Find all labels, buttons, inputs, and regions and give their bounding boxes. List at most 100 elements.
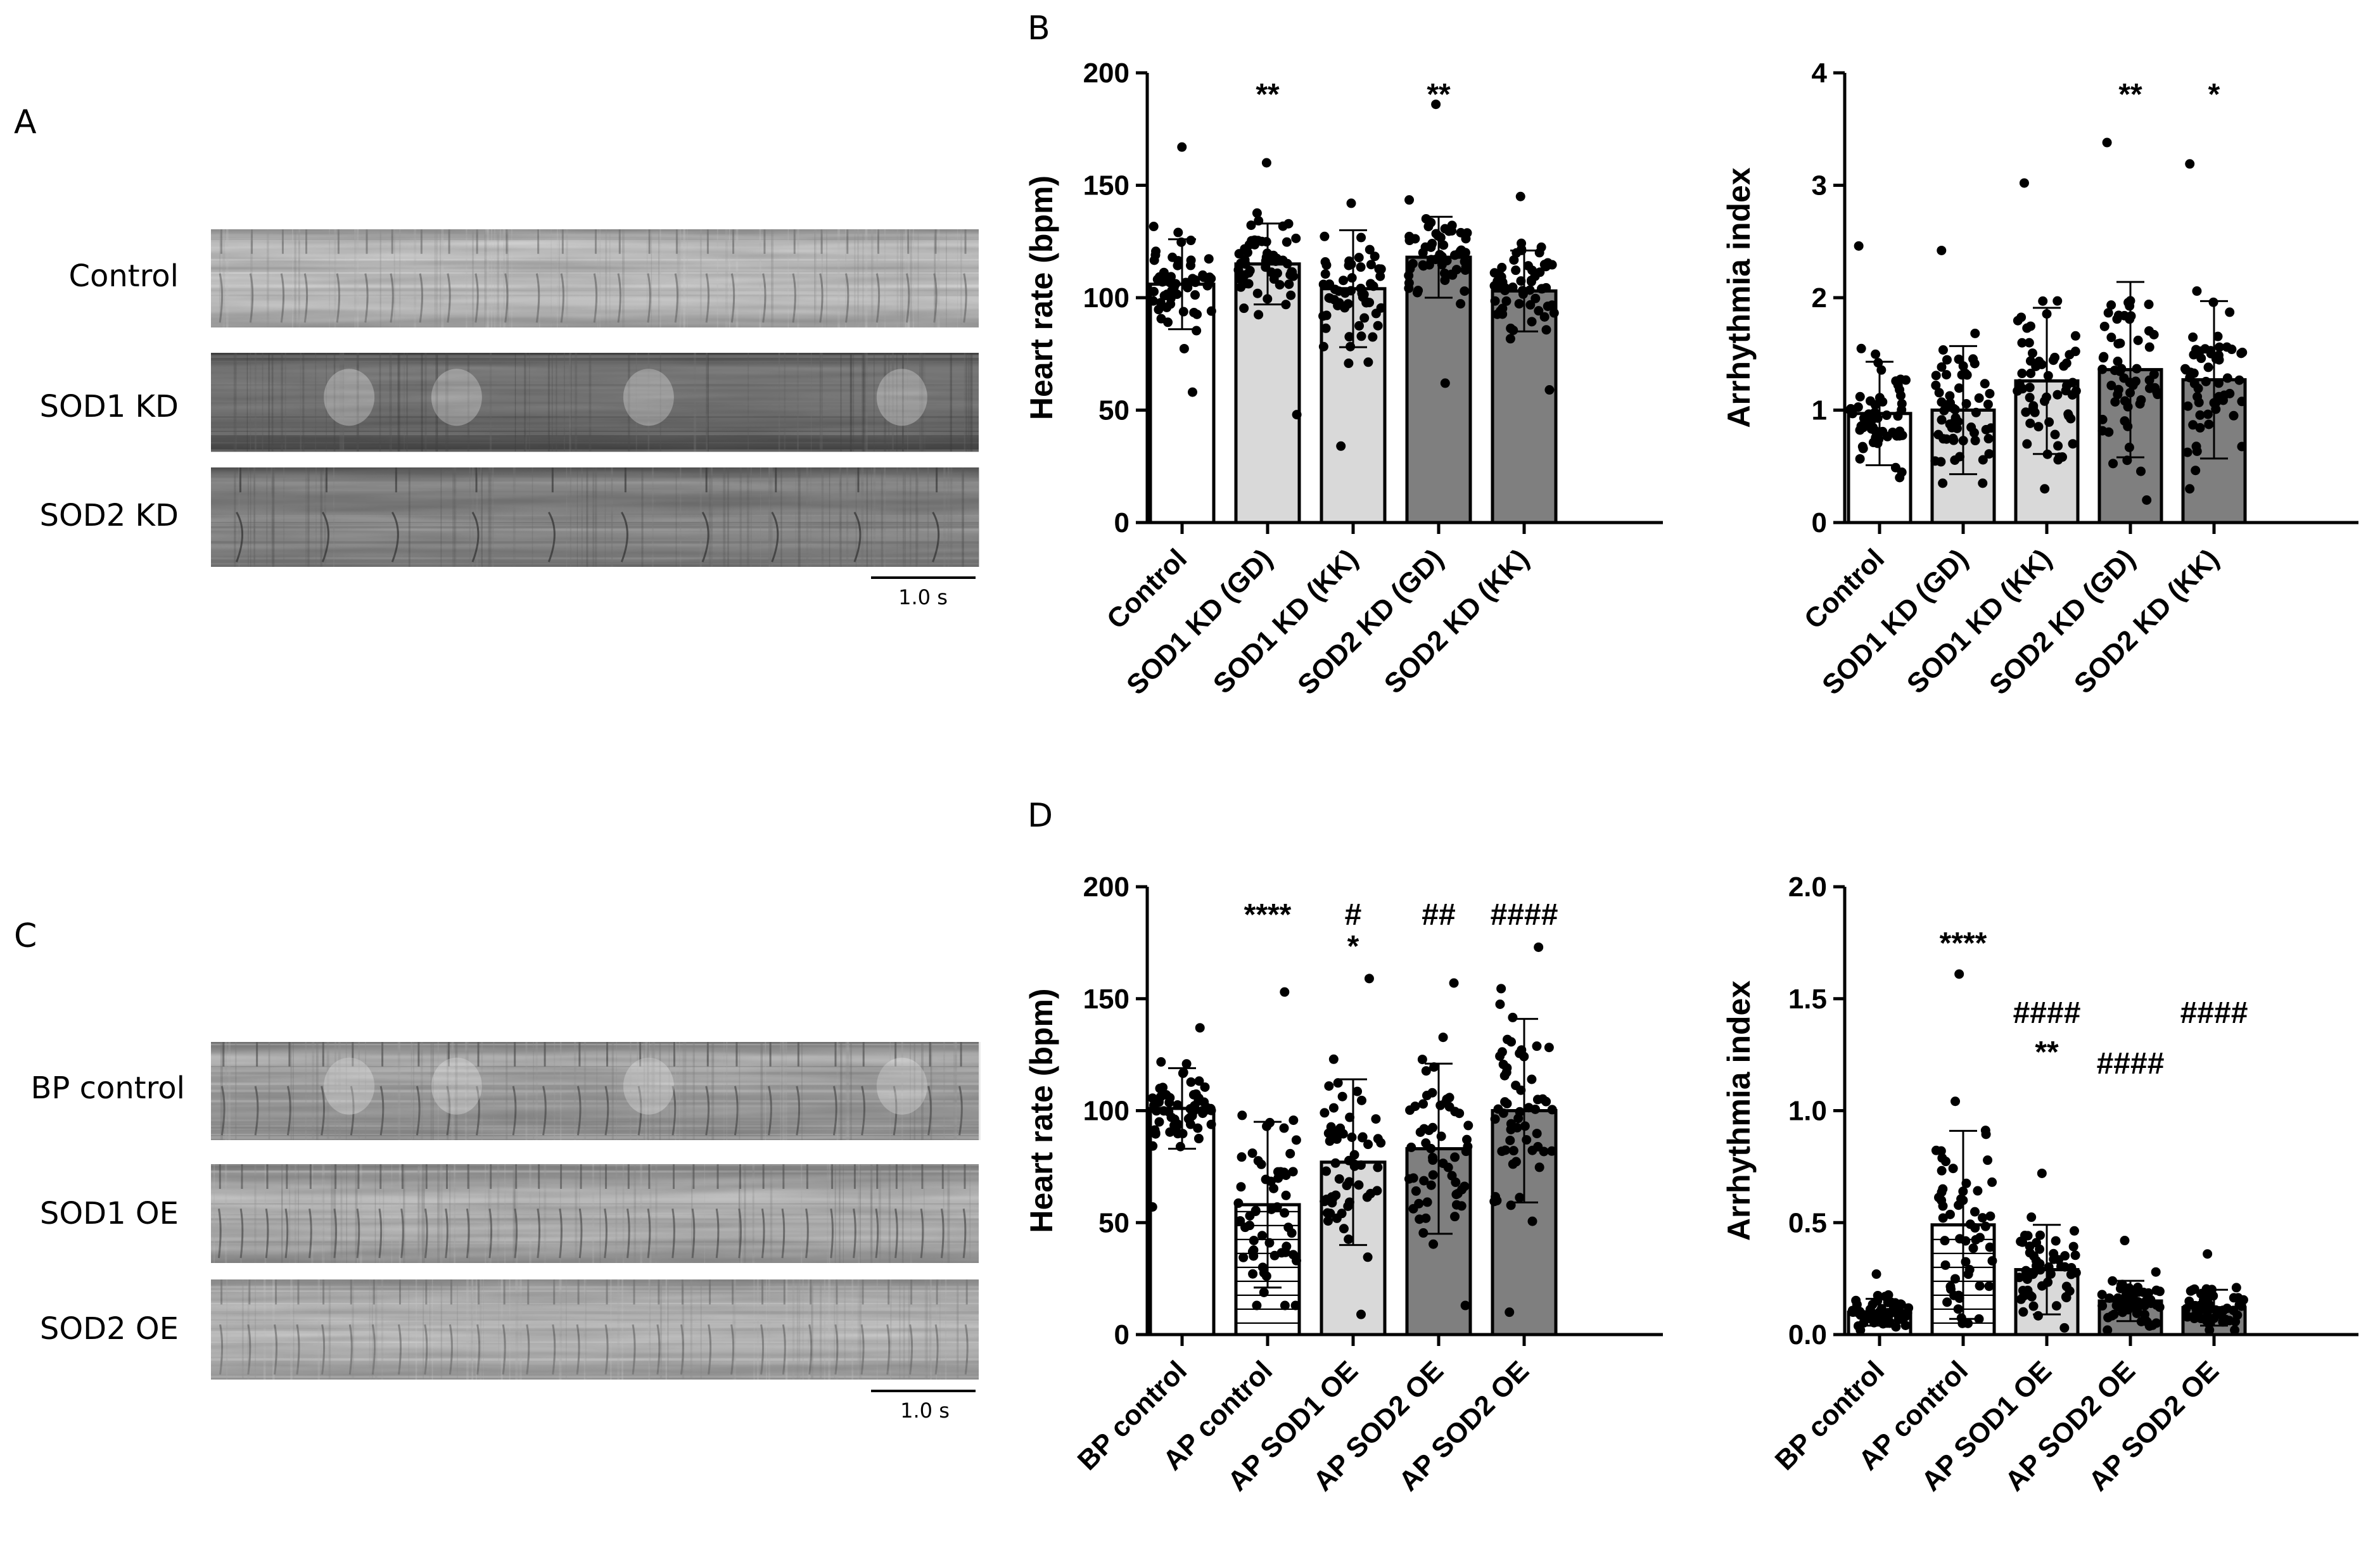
- data-point: [1937, 1187, 1947, 1197]
- data-point: [1953, 1304, 1963, 1314]
- data-point: [1375, 271, 1385, 281]
- x-category-label: SOD1 KD (GD): [1816, 543, 1974, 701]
- data-point: [1328, 1103, 1339, 1113]
- data-point: [1414, 1198, 1424, 1209]
- y-tick-label: 0.5: [1788, 1207, 1827, 1238]
- data-point: [2026, 369, 2036, 379]
- data-point: [2113, 339, 2123, 349]
- data-point: [1275, 280, 1285, 290]
- data-point: [2053, 455, 2063, 465]
- data-point: [1200, 1082, 1210, 1092]
- data-point: [1444, 1101, 1454, 1112]
- data-point: [2195, 422, 2205, 433]
- data-point: [1158, 1082, 1168, 1093]
- significance-label: ####: [2180, 996, 2248, 1030]
- data-point: [1855, 391, 1865, 402]
- data-point: [1198, 270, 1208, 280]
- data-point: [1181, 1059, 1192, 1069]
- data-point: [1204, 254, 1214, 264]
- data-point: [2186, 1286, 2196, 1296]
- data-point: [1511, 1157, 1521, 1167]
- data-point: [2120, 396, 2130, 406]
- data-point: [1363, 357, 1373, 367]
- data-point: [1419, 1176, 1429, 1186]
- y-axis-title: Heart rate (bpm): [1024, 988, 1059, 1233]
- data-point: [1412, 288, 1422, 298]
- data-point: [1240, 255, 1250, 265]
- data-point: [1428, 1153, 1438, 1163]
- data-point: [1509, 255, 1519, 265]
- y-tick-label: 150: [1083, 170, 1130, 201]
- significance-label: ####: [2097, 1047, 2165, 1081]
- data-point: [1934, 388, 1944, 398]
- significance-label: #: [1345, 898, 1362, 932]
- data-point: [2144, 383, 2154, 393]
- data-point: [1489, 268, 1499, 278]
- data-point: [2149, 369, 2159, 379]
- panel-letter-b: B: [1028, 10, 1050, 48]
- data-point: [2222, 342, 2232, 352]
- data-point: [1983, 434, 1994, 444]
- data-point: [2033, 1311, 2043, 1321]
- data-point: [1247, 236, 1257, 246]
- data-point: [1987, 1177, 1997, 1187]
- significance-label: **: [2035, 1036, 2059, 1069]
- data-point: [2061, 1293, 2071, 1303]
- data-point: [1968, 1243, 1978, 1254]
- data-point: [1344, 332, 1354, 342]
- significance-label: ****: [1244, 898, 1292, 932]
- data-point: [1237, 1152, 1247, 1162]
- data-point: [1975, 1281, 1985, 1291]
- data-point: [1187, 387, 1197, 397]
- data-point: [2027, 348, 2037, 359]
- data-point: [1493, 1104, 1503, 1114]
- y-tick-label: 50: [1098, 1207, 1130, 1238]
- data-point: [1530, 293, 1541, 303]
- data-point: [1290, 1300, 1301, 1311]
- data-point: [1462, 228, 1472, 238]
- data-point: [1206, 274, 1216, 284]
- data-point: [1254, 310, 1264, 320]
- data-point: [1881, 410, 1892, 421]
- data-point: [1330, 1158, 1340, 1168]
- data-point: [2120, 416, 2130, 426]
- data-point: [1365, 244, 1375, 255]
- data-point: [1252, 288, 1263, 298]
- data-point: [1463, 1120, 1473, 1131]
- y-tick-label: 150: [1083, 984, 1130, 1015]
- data-point: [1547, 1146, 1557, 1156]
- data-point: [2037, 1168, 2047, 1178]
- data-point: [1449, 978, 1459, 988]
- data-point: [2120, 1236, 2130, 1246]
- kymograph-sod2-oe: [211, 1279, 979, 1380]
- data-point: [1156, 1057, 1166, 1067]
- data-point: [1873, 413, 1883, 423]
- data-point: [2097, 1301, 2108, 1311]
- data-point: [2152, 387, 2162, 397]
- data-point: [1280, 1208, 1290, 1218]
- data-point: [1190, 290, 1200, 300]
- data-point: [1147, 1202, 1157, 1212]
- data-point: [2038, 296, 2048, 306]
- data-point: [1426, 1180, 1436, 1190]
- data-point: [1282, 237, 1292, 247]
- data-point: [1457, 1184, 1467, 1195]
- data-point: [2151, 1318, 2161, 1328]
- data-point: [1954, 1290, 1964, 1300]
- data-point: [2231, 1283, 2241, 1293]
- data-point: [1500, 286, 1510, 296]
- data-point: [1460, 1300, 1470, 1311]
- data-point: [1245, 1221, 1255, 1231]
- data-point: [1426, 1143, 1436, 1153]
- data-point: [2070, 331, 2080, 341]
- data-point: [2025, 393, 2035, 403]
- data-point: [1166, 272, 1176, 282]
- data-point: [1868, 422, 1878, 433]
- data-point: [2064, 410, 2074, 421]
- data-point: [1291, 1135, 1301, 1145]
- data-point: [1354, 253, 1364, 263]
- data-point: [1423, 222, 1434, 232]
- data-point: [1945, 1209, 1955, 1219]
- kymo-label-sod2-oe: SOD2 OE: [40, 1311, 179, 1347]
- data-point: [1324, 293, 1334, 303]
